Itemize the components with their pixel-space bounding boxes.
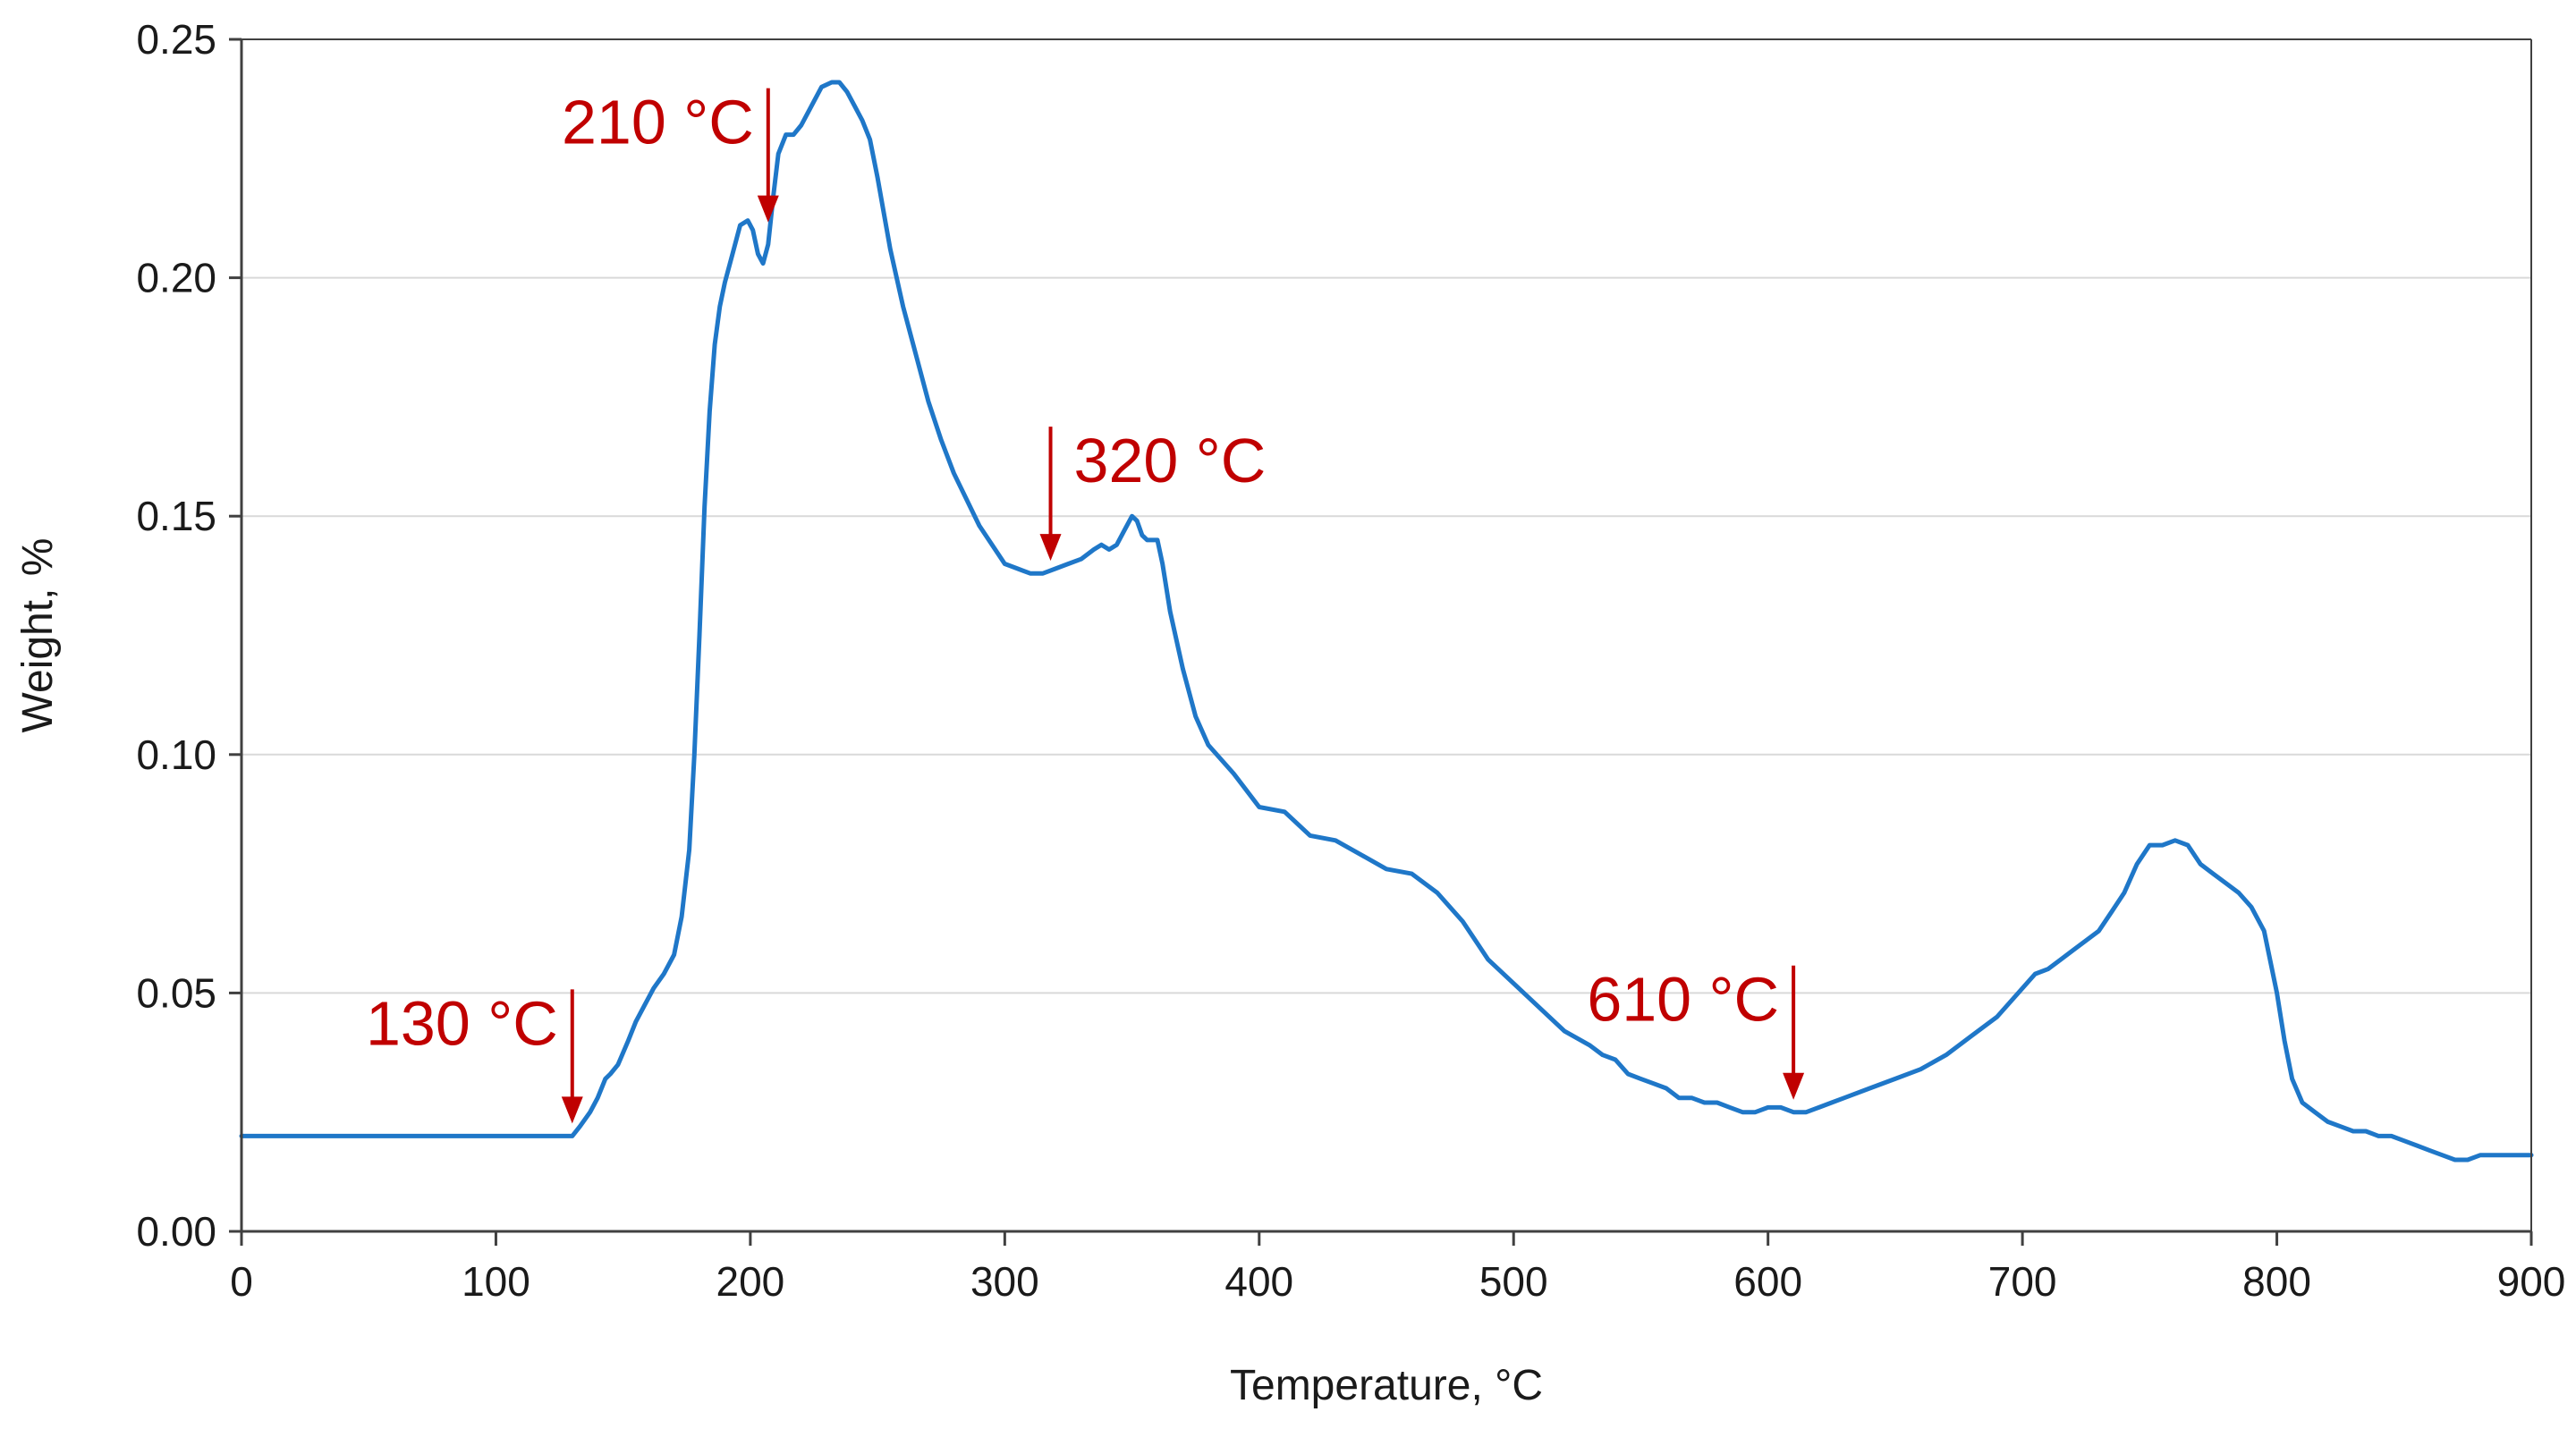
y-tick-label-2: 0.10 xyxy=(136,731,216,778)
annotation-2: 320 °C xyxy=(1039,426,1267,562)
annotations: 130 °C 210 °C 320 °C 610 °C xyxy=(366,88,1805,1124)
y-tick-label-4: 0.20 xyxy=(136,255,216,301)
x-tick-label-4: 400 xyxy=(1224,1258,1293,1305)
annotation-arrow-head-1 xyxy=(757,195,779,223)
annotation-arrow-head-2 xyxy=(1039,534,1062,562)
x-tick-label-2: 200 xyxy=(716,1258,785,1305)
annotation-label-1: 210 °C xyxy=(562,88,754,157)
x-tick-label-9: 900 xyxy=(2497,1258,2566,1305)
axes: 0.00 0.05 0.10 0.15 0.20 0.25 0 100 200 300 400 500… xyxy=(136,16,2565,1305)
y-axis-title: Weight, % xyxy=(14,538,62,733)
y-tick-label-1: 0.05 xyxy=(136,969,216,1016)
annotation-3: 610 °C xyxy=(1587,965,1805,1100)
annotation-arrow-head-3 xyxy=(1783,1072,1805,1100)
annotation-arrow-head-0 xyxy=(561,1096,583,1124)
gridlines xyxy=(242,38,2531,994)
annotation-label-0: 130 °C xyxy=(366,988,558,1058)
y-tick-label-0: 0.00 xyxy=(136,1208,216,1255)
x-tick-label-0: 0 xyxy=(230,1258,253,1305)
x-tick-label-5: 500 xyxy=(1479,1258,1548,1305)
annotation-1: 210 °C xyxy=(562,88,779,223)
y-tick-label-5: 0.25 xyxy=(136,16,216,63)
x-tick-label-1: 100 xyxy=(462,1258,530,1305)
annotation-label-2: 320 °C xyxy=(1074,426,1267,495)
x-tick-label-6: 600 xyxy=(1733,1258,1802,1305)
axis-titles: Temperature, °C Weight, % xyxy=(14,538,1543,1409)
annotation-0: 130 °C xyxy=(366,988,583,1124)
series-layer xyxy=(239,80,2534,1163)
x-tick-label-3: 300 xyxy=(970,1258,1039,1305)
series-line-0 xyxy=(239,80,2534,1163)
y-tick-label-3: 0.15 xyxy=(136,493,216,539)
annotation-label-3: 610 °C xyxy=(1587,965,1779,1035)
x-axis-title: Temperature, °C xyxy=(1230,1362,1543,1409)
x-tick-label-7: 700 xyxy=(1988,1258,2057,1305)
x-tick-label-8: 800 xyxy=(2242,1258,2311,1305)
